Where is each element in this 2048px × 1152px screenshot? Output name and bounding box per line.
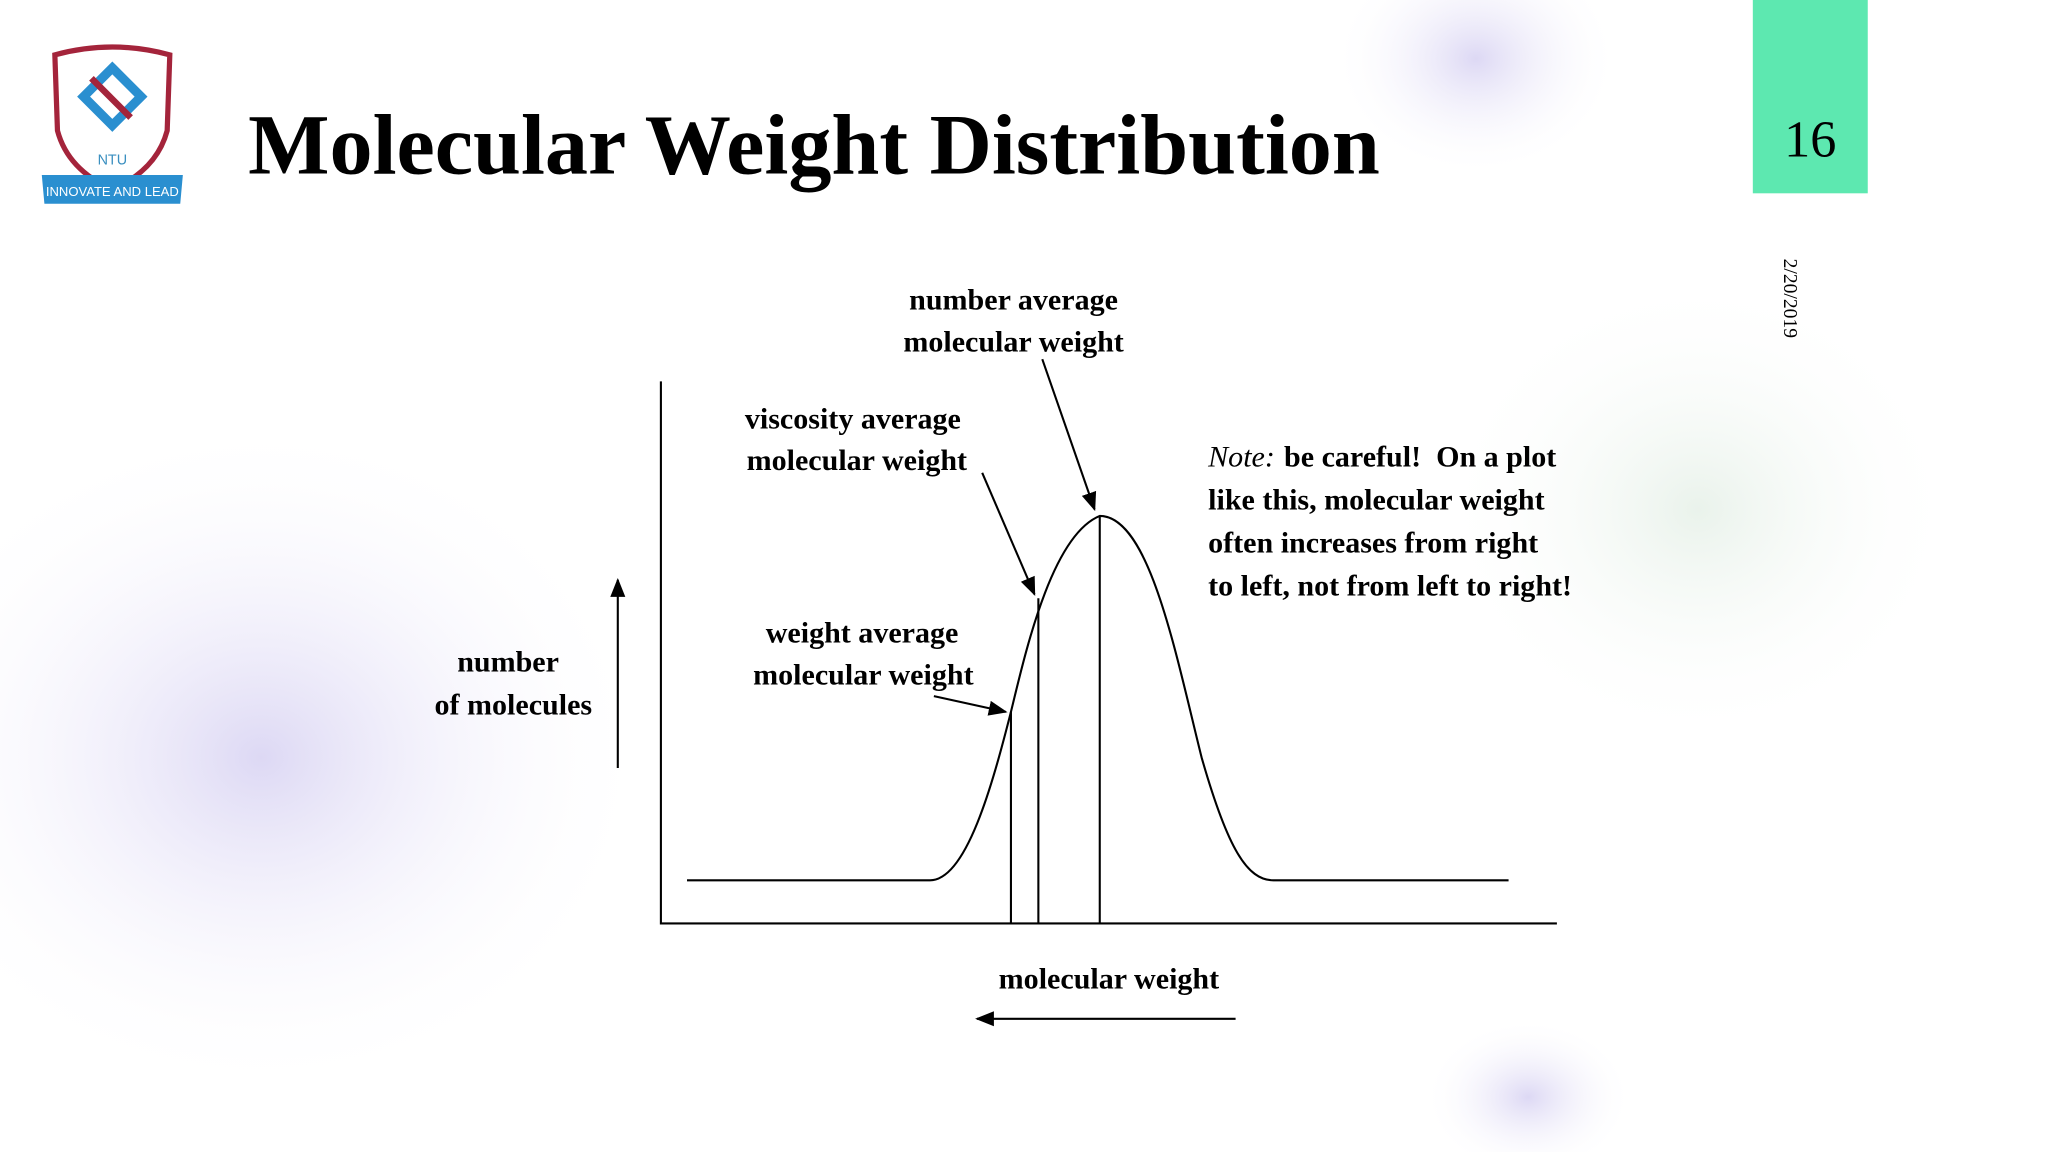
label: molecular weight xyxy=(747,444,967,477)
slide-title: Molecular Weight Distribution xyxy=(248,97,1380,193)
logo-emblem xyxy=(89,76,133,120)
bg-blob xyxy=(1423,1018,1633,1152)
slide-number-box xyxy=(1752,0,1868,194)
pointer-arrow xyxy=(1041,358,1097,512)
pointer-arrow xyxy=(933,695,1008,716)
note-line: often increases from right xyxy=(1208,526,1538,559)
logo-motto: INNOVATE AND LEAD xyxy=(46,184,179,199)
pointer-arrow xyxy=(981,472,1036,597)
y-axis-label: number xyxy=(457,645,559,678)
note-lead: Note: xyxy=(1207,440,1275,473)
note-line: Note: be careful! On a plot xyxy=(1207,440,1556,473)
note-line: like this, molecular weight xyxy=(1208,483,1544,516)
x-axis-label: molecular weight xyxy=(999,963,1219,996)
slide-date: 2/20/2019 xyxy=(1779,259,1800,338)
bg-blob xyxy=(1332,0,1620,177)
diagram: number average molecular weight viscosit… xyxy=(434,284,1572,1027)
y-axis-label: of molecules xyxy=(434,688,592,721)
bg-blob xyxy=(1436,274,1960,745)
label: number average xyxy=(909,284,1118,317)
label: viscosity average xyxy=(745,402,961,435)
note-line: to left, not from left to right! xyxy=(1208,570,1572,603)
axes xyxy=(659,381,1557,925)
logo-ribbon xyxy=(41,175,183,204)
note-text: be careful! On a plot xyxy=(1284,440,1556,473)
logo-shield xyxy=(52,44,173,193)
slide-number: 16 xyxy=(1784,111,1836,169)
label: weight average xyxy=(766,617,959,650)
label: molecular weight xyxy=(903,325,1123,358)
bg-blob xyxy=(0,418,653,1098)
logo-name: NTU xyxy=(98,153,128,169)
logo: NTU INNOVATE AND LEAD xyxy=(41,44,183,204)
label: molecular weight xyxy=(753,658,973,691)
logo-emblem xyxy=(77,61,148,132)
